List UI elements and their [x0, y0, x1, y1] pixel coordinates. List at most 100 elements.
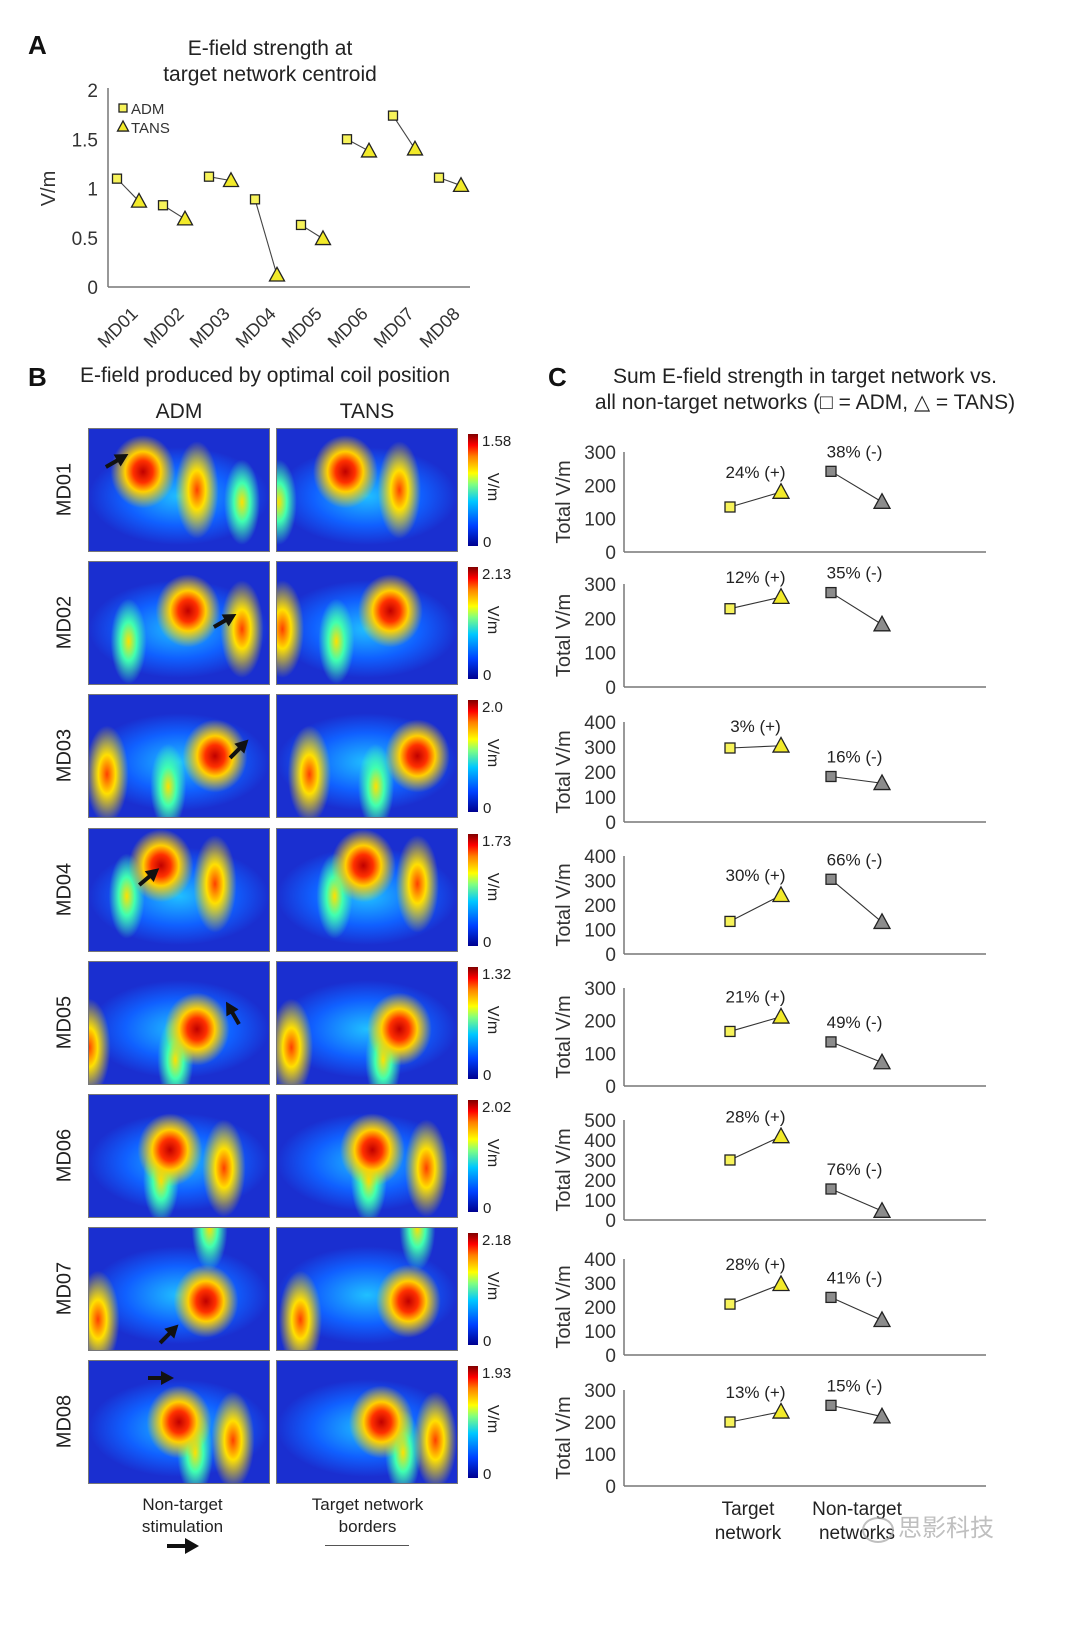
nontarget-change-label: 16% (-)	[827, 748, 883, 767]
colorbar-md05	[468, 966, 478, 1079]
nontarget-tans-point	[872, 773, 892, 791]
pair-connector	[392, 115, 416, 150]
target-tans-point	[771, 1126, 791, 1144]
target-adm-point	[724, 603, 736, 615]
y-tick-label: 0	[605, 813, 616, 834]
nontarget-connector	[830, 1041, 883, 1063]
subplot-md03: 0 100 200 300 400 Total V/m 3% (+) 16% (-)	[553, 713, 986, 834]
y-tick-label: 1	[87, 180, 98, 201]
x-tick-label: MD03	[186, 304, 234, 350]
panel-b-title: E-field produced by optimal coil positio…	[80, 364, 451, 387]
target-connector	[729, 1135, 782, 1161]
legend-border-label: Target network borders	[285, 1494, 450, 1538]
tans-point	[176, 209, 194, 226]
y-tick-label: 0	[605, 543, 616, 564]
brain-map-md06-tans	[276, 1094, 458, 1218]
subplot-md05: 0 100 200 300 Total V/m 21% (+) 49% (-)	[553, 979, 986, 1098]
adm-point	[341, 134, 353, 145]
y-tick-label: 300	[584, 872, 616, 893]
colorbar-min-label: 0	[483, 534, 492, 551]
target-tans-point	[771, 885, 791, 903]
y-tick-label: 100	[584, 921, 616, 942]
y-axis-label: Total V/m	[553, 863, 575, 946]
tans-point	[452, 176, 470, 193]
brain-map-md08-adm	[88, 1360, 270, 1485]
target-tans-point	[771, 587, 791, 604]
colorbar-max-label: 2.13	[482, 566, 512, 584]
target-adm-point	[724, 915, 736, 928]
panel-a-title: E-field strength at target network centr…	[120, 36, 420, 88]
y-tick-label: 0	[605, 1077, 616, 1098]
target-adm-point	[724, 1416, 736, 1428]
y-tick-label: 200	[584, 1171, 616, 1192]
colorbar-max-label: 2.0	[482, 699, 503, 717]
target-connector	[729, 491, 782, 508]
target-tans-point	[771, 1402, 791, 1419]
pair-connector	[254, 199, 278, 276]
panel-a-chart: 0 0.5 1 1.5 2 V/m MD01MD02MD03MD04MD05MD06MD07…	[38, 81, 470, 350]
y-axis-label: Total V/m	[553, 730, 575, 813]
y-axis-label: Total V/m	[553, 594, 575, 677]
target-connector	[729, 1016, 782, 1032]
arrow-head	[164, 1324, 179, 1339]
colorbar-unit-label: V/m	[484, 872, 502, 901]
y-tick-label: 300	[584, 575, 616, 596]
y-tick-label: 0	[605, 1477, 616, 1498]
nontarget-change-label: 38% (-)	[827, 442, 883, 461]
tans-point	[406, 139, 424, 156]
y-axis-label: Total V/m	[553, 460, 575, 543]
colorbar-unit-label: V/m	[484, 1271, 502, 1301]
legend-arrow-label-line1: Non-target	[142, 1495, 223, 1514]
y-tick-label: 400	[584, 713, 616, 734]
watermark-text: 思影科技	[898, 1515, 994, 1542]
subplot-md02: 0 100 200 300 Total V/m 12% (+) 35% (-)	[553, 564, 986, 699]
y-tick-label: 100	[584, 510, 616, 531]
colorbar-max-label: 1.73	[482, 832, 512, 850]
brain-map-md08-tans	[276, 1360, 458, 1485]
brain-map-md04-tans	[276, 827, 458, 952]
arrow-head	[226, 1001, 239, 1017]
nontarget-adm-point	[825, 770, 837, 783]
y-tick-label: 200	[584, 896, 616, 917]
target-change-label: 24% (+)	[726, 463, 786, 482]
arrow-head	[234, 739, 249, 754]
wechat-icon	[862, 1516, 894, 1543]
y-tick-label: 300	[584, 1151, 616, 1172]
colorbar-min-label: 0	[483, 1333, 492, 1351]
target-adm-point	[724, 1154, 736, 1166]
brain-map-md04-adm	[88, 827, 270, 952]
non-target-arrow-icon	[148, 1371, 174, 1385]
colorbar-unit-label: V/m	[484, 1405, 502, 1434]
nontarget-change-label: 35% (-)	[827, 564, 883, 583]
colorbar-md06	[468, 1100, 478, 1212]
panel-c-title-line2: all non-target networks (□ = ADM, △ = TA…	[594, 391, 1016, 414]
adm-point	[157, 200, 169, 211]
y-tick-label: 0	[605, 678, 616, 699]
non-target-arrow-icon	[226, 1001, 241, 1026]
arrow-head	[113, 454, 129, 467]
subplot-md04: 0 100 200 300 400 Total V/m 30% (+) 66% (-)	[553, 847, 986, 966]
panel-a-letter: A	[28, 30, 47, 60]
nontarget-adm-point	[825, 1036, 837, 1048]
y-tick-label: 400	[584, 1131, 616, 1152]
y-tick-label: 100	[584, 788, 616, 809]
target-change-label: 21% (+)	[726, 988, 786, 1007]
y-tick-label: 300	[584, 979, 616, 1000]
x-tick-label: MD05	[278, 304, 326, 350]
y-tick-label: 1.5	[72, 130, 98, 151]
x-tick-label: MD02	[140, 304, 188, 350]
target-change-label: 28% (+)	[726, 1107, 786, 1126]
target-connector	[729, 596, 782, 610]
row-label-md08: MD08	[53, 1395, 76, 1449]
target-adm-point	[724, 742, 736, 754]
row-label-md06: MD06	[53, 1128, 76, 1183]
tans-point	[222, 171, 240, 188]
y-tick-label: 100	[584, 1445, 616, 1466]
subplot-md01: 0 100 200 300 Total V/m 24% (+) 38% (-)	[553, 442, 986, 564]
target-tans-point	[771, 1274, 791, 1292]
nontarget-tans-point	[872, 1201, 892, 1218]
nontarget-connector	[830, 1404, 883, 1418]
adm-point	[433, 172, 445, 183]
y-tick-label: 300	[584, 738, 616, 759]
brain-map-md02-tans	[276, 561, 458, 686]
